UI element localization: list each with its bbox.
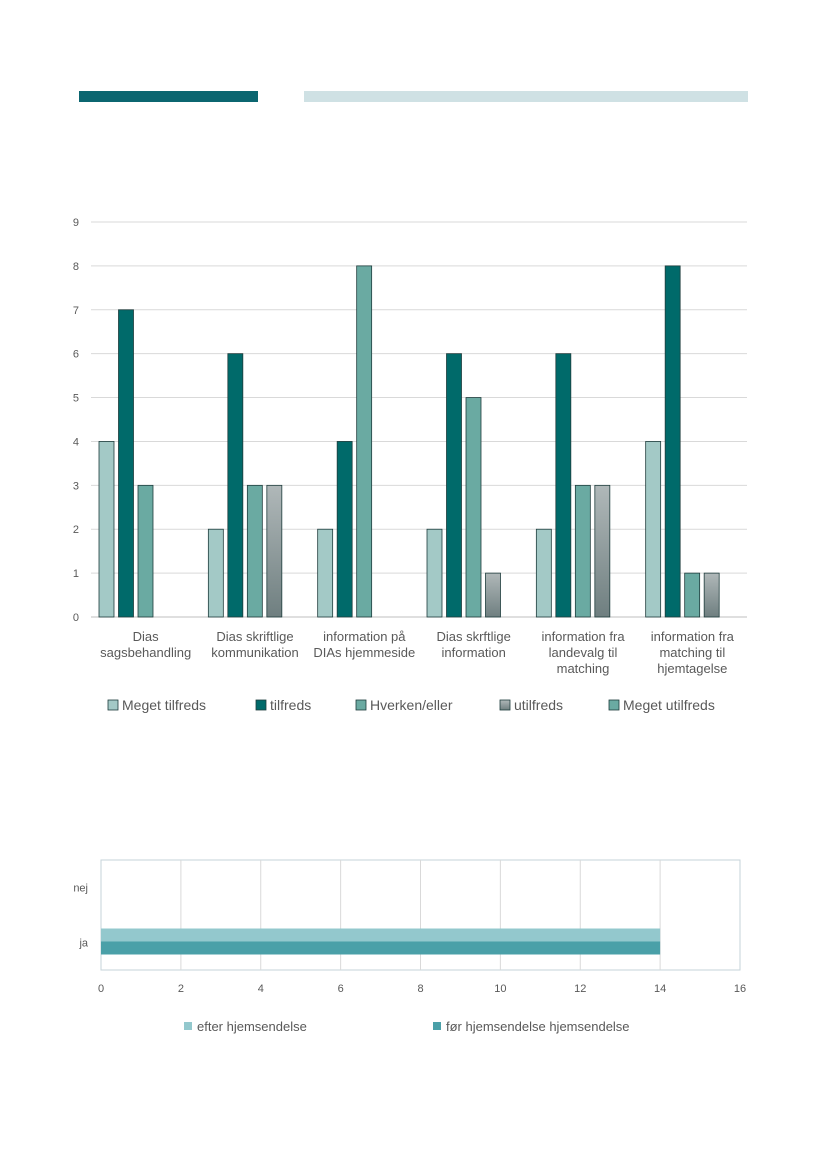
x-category-label: matching til <box>659 645 725 660</box>
legend-label: efter hjemsendelse <box>197 1019 307 1034</box>
x-tick-label: 0 <box>98 983 104 995</box>
x-category-label: information på <box>323 629 406 644</box>
y-tick-label: 1 <box>73 568 79 580</box>
legend-swatch <box>499 699 511 711</box>
y-tick-label: 2 <box>73 524 79 536</box>
legend-label: Meget tilfreds <box>122 697 206 713</box>
x-tick-label: 4 <box>258 983 264 995</box>
bar-meget-tilfreds <box>207 528 224 618</box>
x-category-label: matching <box>557 661 610 676</box>
x-category-label: information <box>442 645 506 660</box>
x-tick-label: 2 <box>178 983 184 995</box>
y-tick-label: 6 <box>73 349 79 361</box>
y-tick-label: 3 <box>73 480 79 492</box>
bar-meget-tilfreds <box>317 528 334 618</box>
bar-meget-tilfreds <box>426 528 443 618</box>
legend-swatch <box>355 699 367 711</box>
x-category-label: Dias skriftlige <box>216 629 293 644</box>
x-tick-label: 10 <box>494 983 506 995</box>
legend-label: Hverken/eller <box>370 697 453 713</box>
bar-tilfreds <box>446 353 462 618</box>
legend-label: før hjemsendelse hjemsendelse <box>446 1019 630 1034</box>
bar-meget-tilfreds <box>645 441 662 618</box>
legend-swatch <box>608 699 620 711</box>
y-tick-label: 7 <box>73 305 79 317</box>
legend-swatch <box>107 699 119 711</box>
bar-hverken-eller <box>137 484 154 618</box>
x-category-label: Dias <box>133 629 160 644</box>
legend-swatch <box>255 699 267 711</box>
bar-utilfreds <box>266 484 283 618</box>
header-accent-bar <box>79 91 258 102</box>
y-tick-label: 4 <box>73 436 79 448</box>
y-tick-label: 5 <box>73 393 79 405</box>
bar-efter <box>101 928 661 942</box>
y-category-label: nej <box>73 883 88 895</box>
x-category-label: information fra <box>541 629 625 644</box>
bar-utilfreds <box>703 572 720 618</box>
bar-hverken-eller <box>246 484 263 618</box>
y-tick-label: 8 <box>73 261 79 273</box>
header-light-bar <box>304 91 748 102</box>
bar-tilfreds <box>336 441 353 618</box>
legend-swatch <box>184 1022 192 1030</box>
x-tick-label: 8 <box>417 983 423 995</box>
bar-hverken-eller <box>574 484 591 618</box>
legend-label: utilfreds <box>514 697 563 713</box>
bar-foer <box>101 941 661 955</box>
x-category-label: kommunikation <box>211 645 298 660</box>
bar-hverken-eller <box>356 265 373 618</box>
legend-label: Meget utilfreds <box>623 697 715 713</box>
bar-utilfreds <box>485 572 501 618</box>
x-tick-label: 6 <box>338 983 344 995</box>
x-tick-label: 14 <box>654 983 666 995</box>
x-category-label: sagsbehandling <box>100 645 191 660</box>
bar-meget-tilfreds <box>98 441 115 618</box>
x-category-label: hjemtagelse <box>657 661 727 676</box>
y-tick-label: 9 <box>73 217 79 229</box>
x-category-label: Dias skrftlige <box>436 629 510 644</box>
bar-meget-tilfreds <box>535 528 552 618</box>
x-category-label: information fra <box>651 629 735 644</box>
bar-hverken-eller <box>684 572 701 618</box>
y-category-label: ja <box>78 938 88 950</box>
legend-label: tilfreds <box>270 697 311 713</box>
x-category-label: landevalg til <box>549 645 618 660</box>
bar-tilfreds <box>118 309 134 618</box>
x-tick-label: 12 <box>574 983 586 995</box>
legend-swatch <box>433 1022 441 1030</box>
bar-tilfreds <box>555 353 572 618</box>
bar-tilfreds <box>664 265 681 618</box>
x-category-label: DIAs hjemmeside <box>313 645 415 660</box>
x-tick-label: 16 <box>734 983 746 995</box>
bar-utilfreds <box>594 484 611 618</box>
bar-hverken-eller <box>465 397 482 618</box>
y-tick-label: 0 <box>73 612 79 624</box>
bar-tilfreds <box>227 353 244 618</box>
